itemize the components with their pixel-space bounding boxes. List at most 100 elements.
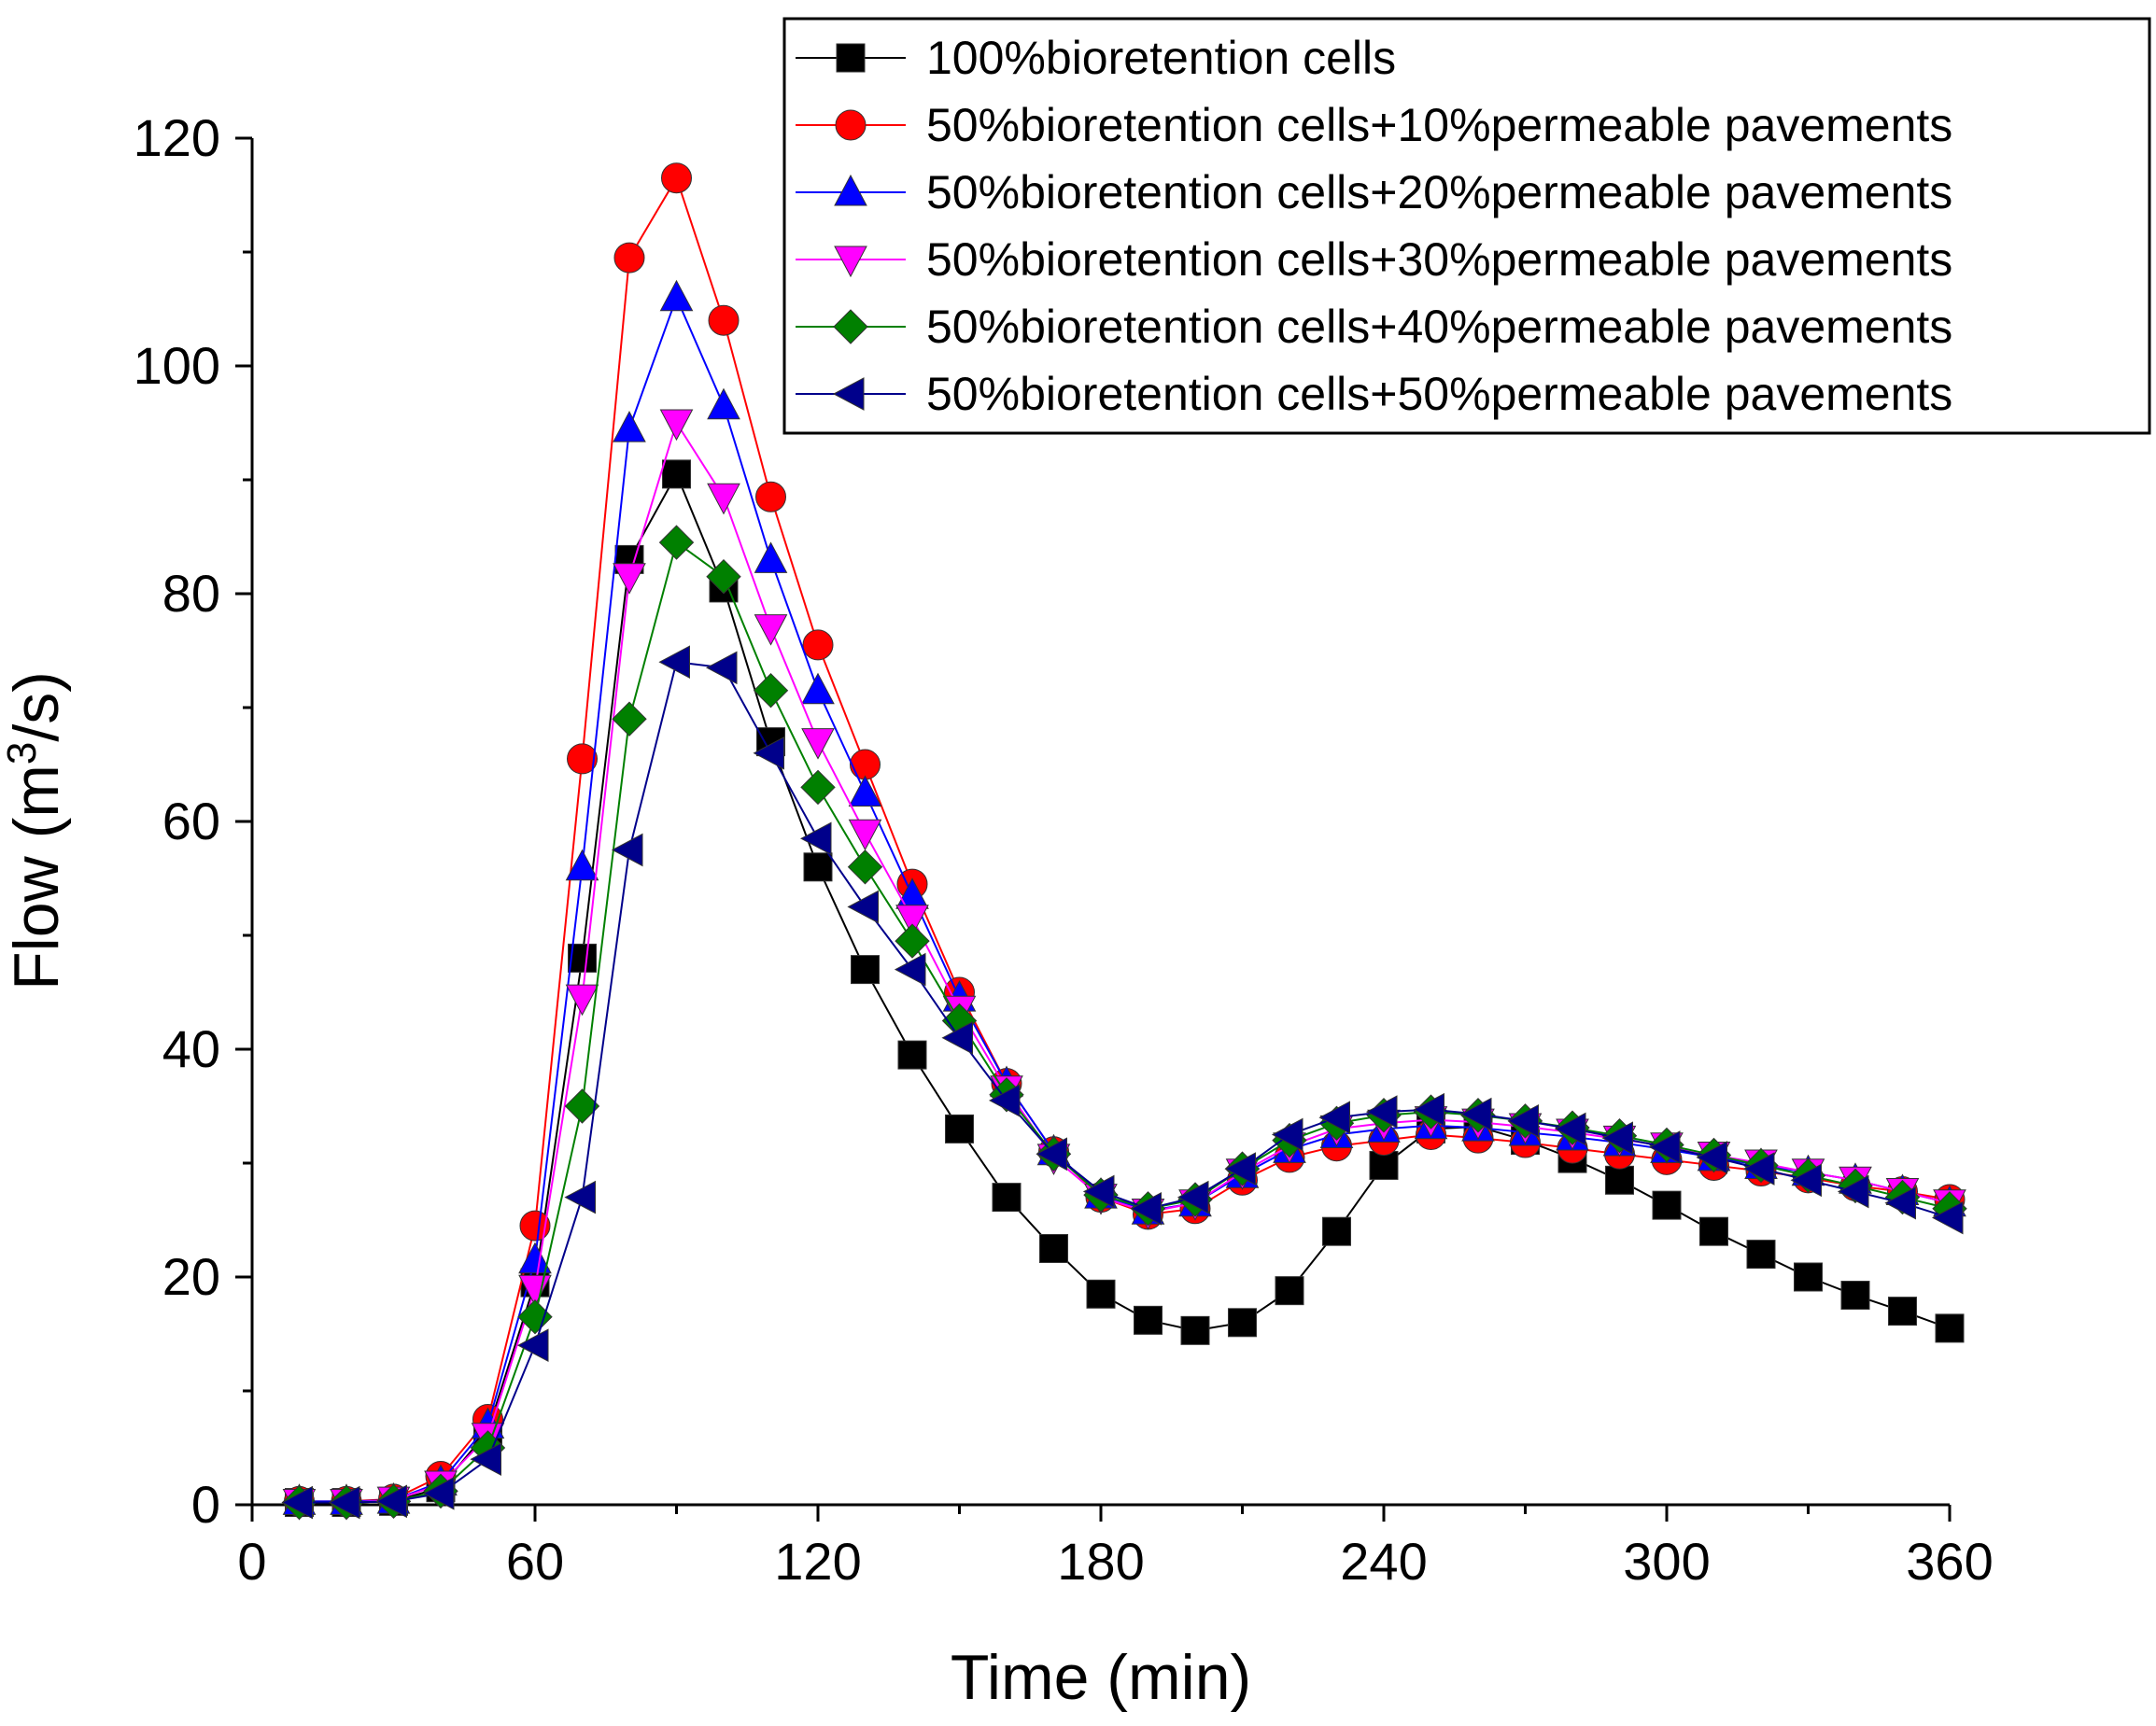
series-6-point (988, 1084, 1021, 1117)
legend-label-6: 50%bioretention cells+50%permeable pavem… (926, 368, 1952, 420)
legend-item-3: 50%bioretention cells+20%permeable pavem… (796, 166, 1952, 218)
series-6-point (894, 952, 926, 987)
series-4-point (801, 728, 835, 760)
series-6-point (516, 1328, 549, 1363)
series-6-point (847, 890, 879, 924)
series-4-point (659, 409, 694, 442)
series-6-point (705, 651, 738, 685)
series-6-point (1365, 1095, 1398, 1129)
y-tick-label-80: 80 (162, 564, 220, 623)
series-6-point (328, 1485, 360, 1520)
legend-marker-6 (832, 377, 865, 411)
x-tick-label-120: 120 (774, 1532, 861, 1591)
legend-item-4: 50%bioretention cells+30%permeable pavem… (796, 233, 1952, 286)
series-1-point (1275, 1276, 1304, 1306)
series-layer (281, 162, 1967, 1521)
legend-label-4: 50%bioretention cells+30%permeable pavem… (926, 233, 1952, 286)
series-6-point (1884, 1186, 1916, 1220)
series-5-point (658, 525, 695, 560)
legend-marker-4 (834, 246, 867, 278)
series-1-point (851, 955, 880, 985)
legend-label-3: 50%bioretention cells+20%permeable pavem… (926, 166, 1952, 218)
series-2-point (567, 743, 598, 775)
x-tick-label-240: 240 (1340, 1532, 1427, 1591)
series-2-point (613, 242, 645, 274)
series-6-point (1318, 1101, 1350, 1135)
y-axis-title-suffix: /s) (1, 671, 72, 742)
series-6-point (1082, 1174, 1115, 1209)
series-5-point (800, 769, 836, 806)
series-1-point (945, 1114, 974, 1144)
series-6-point (611, 833, 643, 867)
series-6-point (1413, 1092, 1444, 1127)
x-tick-label-0: 0 (237, 1532, 266, 1591)
series-6-point (1036, 1137, 1067, 1172)
legend-marker-3 (834, 174, 867, 206)
x-tick-label-360: 360 (1906, 1532, 1993, 1591)
series-1-point (1935, 1313, 1965, 1343)
series-6-point (1742, 1152, 1775, 1186)
series-5-point (847, 849, 883, 885)
series-5-point (753, 672, 789, 709)
series-1-point (1699, 1216, 1728, 1246)
series-1-point (803, 852, 833, 882)
legend-marker-2 (835, 109, 867, 141)
series-6-point (1130, 1191, 1162, 1226)
series-6-point (658, 645, 690, 680)
series-1-point (1888, 1297, 1917, 1326)
series-2-point (755, 481, 786, 512)
series-1-point (1652, 1190, 1682, 1220)
y-tick-label-0: 0 (191, 1475, 220, 1534)
series-6 (281, 645, 1964, 1520)
x-axis-title: Time (min) (951, 1642, 1251, 1713)
series-3-point (801, 672, 835, 705)
series-6-point (1224, 1152, 1256, 1186)
series-1-point (1794, 1262, 1823, 1292)
series-6-point (281, 1485, 313, 1520)
axes: 0 60 120 180 240 300 360 0 20 40 60 80 100 120 (134, 108, 1994, 1591)
series-4-point (754, 614, 788, 646)
series-1-point (1746, 1240, 1776, 1270)
series-2-point (519, 1210, 551, 1242)
legend-marker-1 (836, 43, 866, 73)
legend-item-1: 100%bioretention cells (796, 32, 1396, 84)
y-tick-label-120: 120 (134, 108, 220, 167)
series-1-point (1086, 1279, 1116, 1309)
series-6-point (422, 1476, 455, 1510)
series-2-point (802, 629, 834, 661)
series-5-point (564, 1088, 600, 1124)
series-6-point (1507, 1104, 1539, 1138)
legend-item-2: 50%bioretention cells+10%permeable pavem… (796, 99, 1952, 151)
series-5-point (895, 923, 930, 959)
legend-item-5: 50%bioretention cells+40%permeable pavem… (796, 301, 1952, 353)
series-4-point (848, 819, 882, 851)
legend-box (782, 17, 2151, 435)
series-1-point (1039, 1234, 1068, 1263)
series-5-point (706, 558, 741, 595)
series-3-point (613, 411, 646, 442)
series-4-point (895, 905, 929, 936)
series-3-point (754, 541, 788, 573)
series-2-point (708, 304, 740, 336)
series-6-point (564, 1180, 596, 1214)
series-6-point (1648, 1130, 1681, 1164)
series-6-point (470, 1442, 501, 1477)
series-1-point (662, 459, 691, 489)
y-tick-label-60: 60 (162, 792, 220, 850)
y-tick-label-100: 100 (134, 336, 220, 395)
series-6-point (1601, 1121, 1633, 1155)
series-2-point (850, 749, 881, 780)
series-1-point (1322, 1216, 1351, 1246)
series-6-point (1696, 1141, 1727, 1174)
series-6-point (1271, 1117, 1303, 1152)
series-5-point (612, 701, 647, 737)
series-6-point (1790, 1163, 1822, 1198)
series-1-point (1180, 1315, 1210, 1345)
y-axis-title-prefix: Flow (m (1, 765, 72, 990)
y-tick-label-40: 40 (162, 1019, 220, 1078)
series-6-point (1931, 1200, 1964, 1235)
legend-label-5: 50%bioretention cells+40%permeable pavem… (926, 301, 1952, 353)
series-1-point (1605, 1165, 1634, 1195)
x-tick-label-300: 300 (1623, 1532, 1710, 1591)
